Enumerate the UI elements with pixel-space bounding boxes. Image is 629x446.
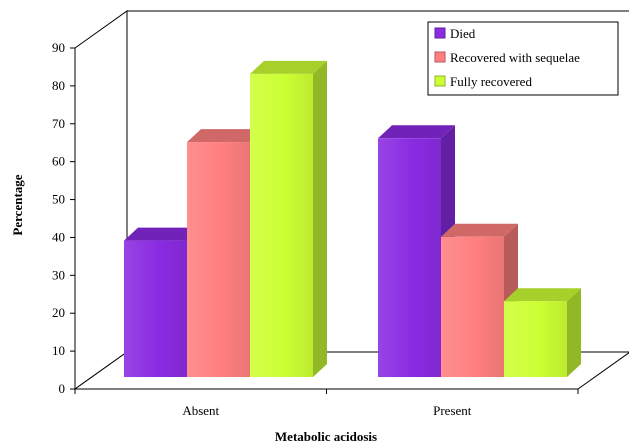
bar-top <box>250 60 327 74</box>
y-axis-label: Percentage <box>10 174 25 235</box>
y-tick-label: 50 <box>52 192 65 207</box>
bar-fully-recovered-absent <box>250 60 327 378</box>
bar-front <box>124 240 187 377</box>
x-tick-label: Absent <box>182 403 219 418</box>
bar-front <box>441 236 504 377</box>
bar-top <box>124 227 201 241</box>
legend-label: Died <box>450 26 476 41</box>
left-wall <box>74 10 128 390</box>
y-tick-label: 40 <box>52 229 65 244</box>
x-axis-label: Metabolic acidosis <box>275 429 377 444</box>
x-axis: Absent Present <box>74 388 579 418</box>
legend-label: Recovered with sequelae <box>450 50 580 65</box>
legend-label: Fully recovered <box>450 74 532 89</box>
y-tick-label: 10 <box>52 343 65 358</box>
y-tick-label: 0 <box>59 381 66 396</box>
legend-item: Fully recovered <box>434 74 532 89</box>
bar-fully-recovered-present <box>504 288 581 377</box>
legend-box <box>427 21 619 96</box>
y-tick-label: 90 <box>52 40 65 55</box>
y-axis: 0 10 20 30 40 50 60 70 80 90 <box>52 40 76 396</box>
bar-front <box>250 73 313 377</box>
bar-front <box>187 142 250 377</box>
legend-swatch <box>434 51 446 63</box>
bar-side <box>313 60 327 378</box>
y-tick-label: 20 <box>52 305 65 320</box>
legend-item: Recovered with sequelae <box>434 50 580 65</box>
bar-side <box>567 288 581 377</box>
bar-top <box>441 223 518 237</box>
bar-top <box>378 125 455 139</box>
legend-item: Died <box>434 26 476 41</box>
bar-top <box>187 129 264 143</box>
y-tick-label: 60 <box>52 154 65 169</box>
bars <box>124 60 581 378</box>
bar-top <box>504 288 581 302</box>
bar-front <box>504 301 567 377</box>
legend: Died Recovered with sequelae Fully recover… <box>427 21 619 96</box>
x-tick-label: Present <box>433 403 472 418</box>
y-tick-label: 30 <box>52 267 65 282</box>
y-tick-label: 80 <box>52 78 65 93</box>
legend-swatch <box>434 27 446 39</box>
bar-front <box>378 138 441 377</box>
y-tick-label: 70 <box>52 116 65 131</box>
legend-swatch <box>434 75 446 87</box>
